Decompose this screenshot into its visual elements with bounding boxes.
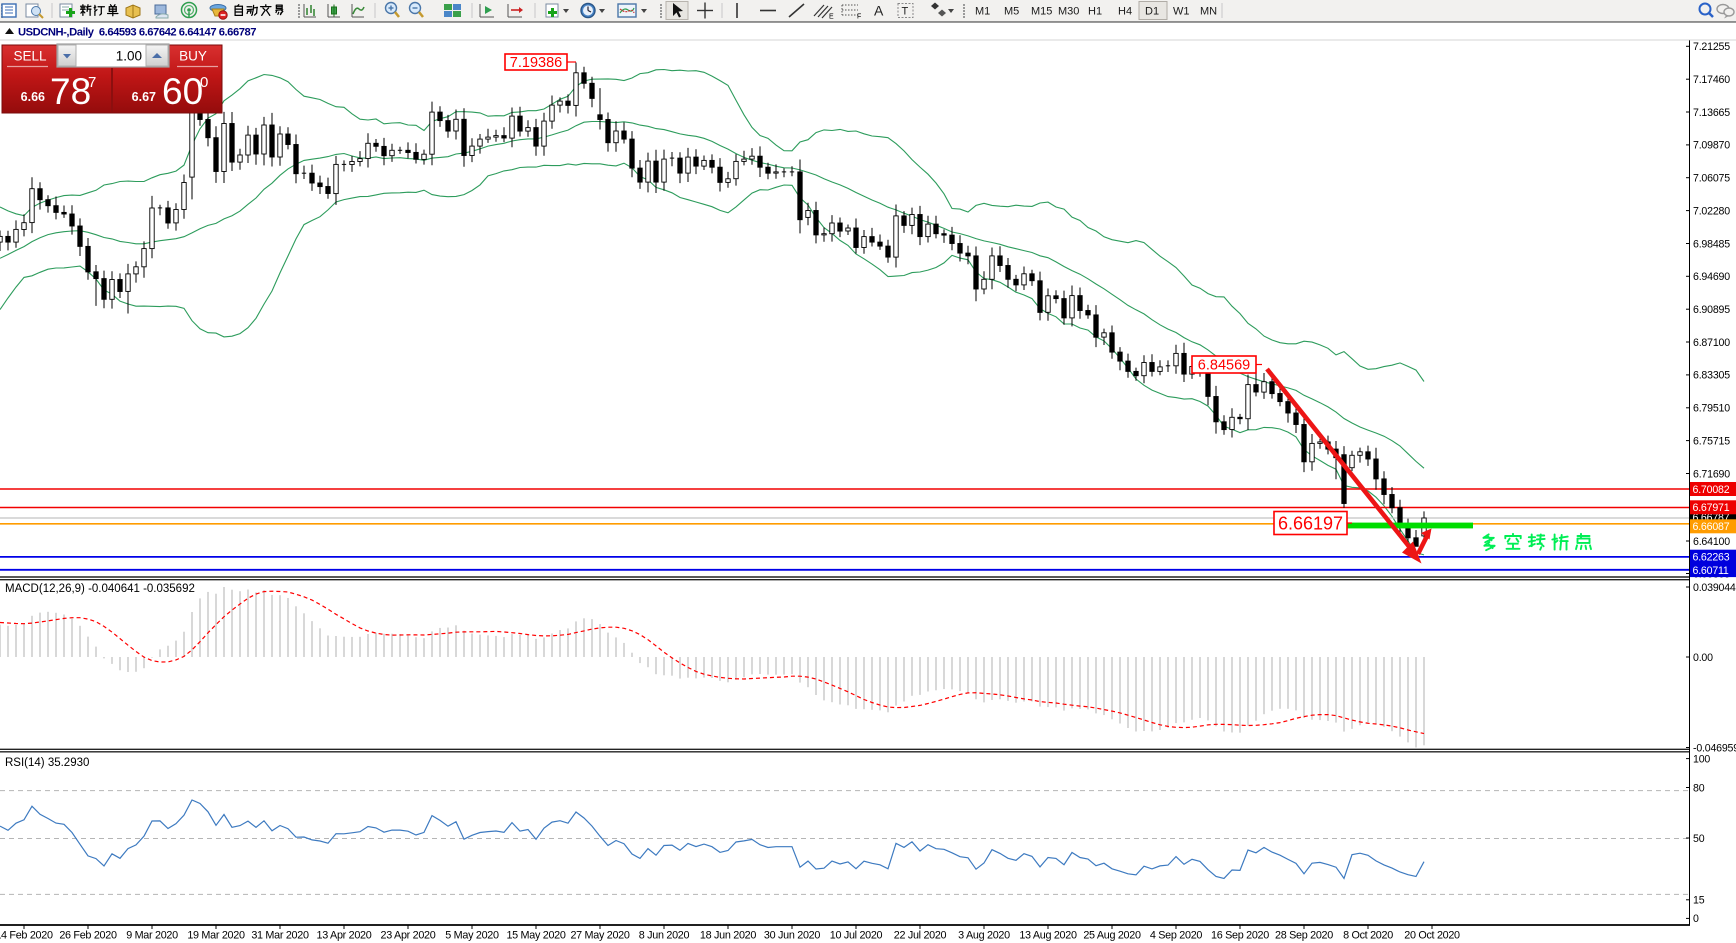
svg-text:BUY: BUY bbox=[179, 49, 207, 64]
svg-text:1.00: 1.00 bbox=[116, 49, 142, 64]
svg-text:3 Aug 2020: 3 Aug 2020 bbox=[958, 930, 1010, 942]
svg-text:23 Apr 2020: 23 Apr 2020 bbox=[381, 930, 436, 942]
svg-text:80: 80 bbox=[1693, 782, 1705, 794]
svg-text:6.66197: 6.66197 bbox=[1278, 513, 1343, 533]
svg-text:78: 78 bbox=[50, 71, 91, 112]
svg-text:0: 0 bbox=[200, 74, 208, 91]
svg-text:15 May 2020: 15 May 2020 bbox=[506, 930, 565, 942]
svg-text:50: 50 bbox=[1693, 833, 1705, 845]
svg-text:M5: M5 bbox=[1004, 6, 1019, 18]
svg-text:28 Sep 2020: 28 Sep 2020 bbox=[1275, 930, 1333, 942]
svg-text:6.60711: 6.60711 bbox=[1693, 565, 1729, 577]
svg-text:M30: M30 bbox=[1058, 6, 1079, 18]
svg-text:A: A bbox=[874, 3, 884, 19]
svg-text:H1: H1 bbox=[1088, 6, 1102, 18]
svg-text:16 Sep 2020: 16 Sep 2020 bbox=[1211, 930, 1269, 942]
svg-text:7.13665: 7.13665 bbox=[1693, 107, 1730, 119]
svg-text:6.94690: 6.94690 bbox=[1693, 271, 1730, 283]
svg-text:RSI(14) 35.2930: RSI(14) 35.2930 bbox=[5, 757, 89, 769]
svg-text:25 Aug 2020: 25 Aug 2020 bbox=[1083, 930, 1141, 942]
svg-text:M15: M15 bbox=[1031, 6, 1052, 18]
svg-text:26 Feb 2020: 26 Feb 2020 bbox=[59, 930, 117, 942]
svg-text:D1: D1 bbox=[1145, 6, 1159, 18]
svg-text:8 Jun 2020: 8 Jun 2020 bbox=[639, 930, 690, 942]
svg-text:MN: MN bbox=[1200, 6, 1217, 18]
svg-text:H4: H4 bbox=[1118, 6, 1132, 18]
svg-text:6.70082: 6.70082 bbox=[1693, 484, 1730, 496]
svg-text:6.90895: 6.90895 bbox=[1693, 304, 1730, 316]
svg-text:6.66087: 6.66087 bbox=[1693, 521, 1730, 533]
svg-text:6.66: 6.66 bbox=[21, 90, 45, 104]
svg-text:6.67: 6.67 bbox=[132, 90, 156, 104]
svg-text:MACD(12,26,9) -0.040641 -0.035: MACD(12,26,9) -0.040641 -0.035692 bbox=[5, 583, 195, 595]
svg-text:6.79510: 6.79510 bbox=[1693, 403, 1730, 415]
svg-text:7.02280: 7.02280 bbox=[1693, 205, 1730, 217]
svg-text:6.64100: 6.64100 bbox=[1693, 536, 1730, 548]
svg-text:22 Jul 2020: 22 Jul 2020 bbox=[894, 930, 947, 942]
svg-text:5 May 2020: 5 May 2020 bbox=[445, 930, 499, 942]
svg-text:0.039044: 0.039044 bbox=[1693, 582, 1736, 594]
svg-text:4 Sep 2020: 4 Sep 2020 bbox=[1150, 930, 1203, 942]
svg-text:8 Oct 2020: 8 Oct 2020 bbox=[1343, 930, 1393, 942]
svg-text:6.67971: 6.67971 bbox=[1693, 502, 1730, 514]
svg-text:6.87100: 6.87100 bbox=[1693, 337, 1730, 349]
svg-text:10 Jul 2020: 10 Jul 2020 bbox=[830, 930, 883, 942]
svg-text:18 Jun 2020: 18 Jun 2020 bbox=[700, 930, 756, 942]
svg-text:13 Aug 2020: 13 Aug 2020 bbox=[1019, 930, 1077, 942]
svg-text:7.09870: 7.09870 bbox=[1693, 140, 1730, 152]
svg-text:30 Jun 2020: 30 Jun 2020 bbox=[764, 930, 820, 942]
svg-text:9 Mar 2020: 9 Mar 2020 bbox=[126, 930, 178, 942]
svg-text:6.98485: 6.98485 bbox=[1693, 238, 1730, 250]
svg-text:6.71690: 6.71690 bbox=[1693, 468, 1730, 480]
svg-text:0.00: 0.00 bbox=[1693, 652, 1713, 664]
svg-text:20 Oct 2020: 20 Oct 2020 bbox=[1404, 930, 1460, 942]
svg-text:7: 7 bbox=[88, 74, 96, 91]
svg-text:7.19386: 7.19386 bbox=[510, 55, 562, 71]
svg-text:6.62263: 6.62263 bbox=[1693, 552, 1730, 564]
svg-text:6.75715: 6.75715 bbox=[1693, 435, 1730, 447]
svg-text:15: 15 bbox=[1693, 895, 1705, 907]
svg-text:7.06075: 7.06075 bbox=[1693, 173, 1730, 185]
svg-text:0: 0 bbox=[1693, 913, 1699, 925]
svg-text:T: T bbox=[902, 6, 909, 18]
svg-text:31 Mar 2020: 31 Mar 2020 bbox=[251, 930, 309, 942]
svg-text:13 Apr 2020: 13 Apr 2020 bbox=[317, 930, 372, 942]
svg-text:E: E bbox=[829, 14, 834, 21]
svg-text:-0.046959: -0.046959 bbox=[1693, 742, 1736, 754]
svg-text:14 Feb 2020: 14 Feb 2020 bbox=[0, 930, 53, 942]
svg-text:6.83305: 6.83305 bbox=[1693, 370, 1730, 382]
svg-text:19 Mar 2020: 19 Mar 2020 bbox=[187, 930, 245, 942]
svg-text:USDCNH-,Daily 6.64593 6.67642: USDCNH-,Daily 6.64593 6.67642 6.64147 6.… bbox=[18, 27, 256, 39]
svg-text:6.84569: 6.84569 bbox=[1198, 358, 1250, 374]
svg-text:SELL: SELL bbox=[13, 49, 47, 64]
svg-text:M1: M1 bbox=[975, 6, 990, 18]
svg-text:60: 60 bbox=[162, 71, 203, 112]
svg-text:27 May 2020: 27 May 2020 bbox=[570, 930, 629, 942]
svg-text:F: F bbox=[857, 14, 861, 21]
svg-text:W1: W1 bbox=[1173, 6, 1190, 18]
svg-text:7.17460: 7.17460 bbox=[1693, 74, 1730, 86]
svg-text:7.21255: 7.21255 bbox=[1693, 41, 1730, 53]
svg-text:100: 100 bbox=[1693, 753, 1710, 765]
